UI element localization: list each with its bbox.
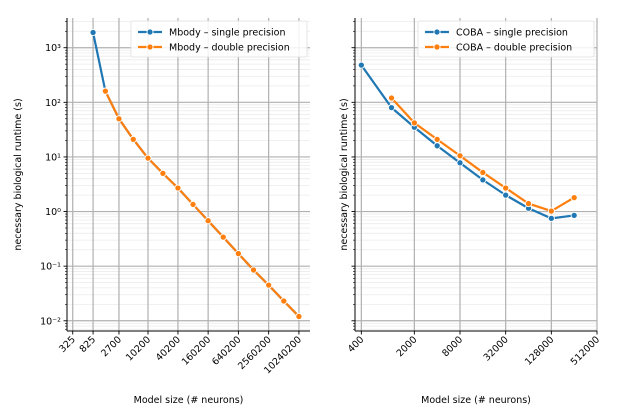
data-point bbox=[249, 266, 258, 274]
data-point bbox=[357, 61, 365, 69]
y-tick-label: 10¹ bbox=[45, 152, 61, 163]
data-point bbox=[387, 94, 396, 102]
data-point bbox=[89, 28, 97, 37]
data-point bbox=[280, 297, 288, 305]
x-tick-label: 512000 bbox=[569, 334, 602, 367]
data-point bbox=[204, 217, 212, 225]
data-point bbox=[479, 176, 487, 184]
data-point bbox=[456, 152, 464, 160]
x-tick-label: 325 bbox=[57, 334, 78, 355]
x-ticks: 325 825 2700 10200 4020016020064020025602001… bbox=[57, 331, 304, 376]
series-line bbox=[91, 32, 300, 318]
y-tick-label: 10⁻² bbox=[40, 316, 61, 327]
legend-entry: Mbody – single precision bbox=[138, 28, 285, 39]
chart-coba: 400 2000 8000 32000 128000 512000 Model size (… bbox=[339, 18, 602, 406]
y-tick-label: 10² bbox=[45, 98, 61, 109]
y-tick-label: 10³ bbox=[45, 43, 61, 54]
data-point bbox=[433, 135, 441, 143]
data-point bbox=[410, 119, 418, 127]
legend-marker bbox=[433, 43, 441, 51]
x-axis-label: Model size (# neurons) bbox=[421, 395, 531, 406]
data-point bbox=[234, 250, 242, 258]
series-line bbox=[360, 64, 575, 220]
x-tick-label: 2000 bbox=[395, 334, 420, 359]
y-ticks bbox=[351, 21, 355, 330]
legend: COBA – single precision COBA – double pre… bbox=[417, 20, 595, 58]
data-point bbox=[479, 168, 487, 177]
data-point bbox=[101, 87, 109, 95]
y-tick-label: 10⁰ bbox=[45, 207, 61, 218]
legend-box bbox=[130, 20, 308, 58]
x-tick-label: 40200 bbox=[154, 334, 183, 363]
data-point bbox=[115, 115, 123, 123]
data-point bbox=[387, 104, 396, 112]
series-single bbox=[89, 28, 303, 321]
series-line bbox=[390, 97, 575, 213]
data-point bbox=[189, 200, 197, 208]
legend-entry: COBA – double precision bbox=[425, 43, 572, 54]
data-point bbox=[502, 184, 510, 192]
legend-label: Mbody – single precision bbox=[169, 28, 285, 39]
x-tick-label: 10200 bbox=[124, 334, 153, 363]
data-point bbox=[144, 154, 152, 162]
y-ticks: 10⁻² 10⁻¹ 10⁰ 10¹ 10² 10³ bbox=[40, 21, 67, 330]
series-double bbox=[387, 94, 578, 215]
series-double bbox=[101, 87, 303, 321]
data-point bbox=[456, 159, 464, 167]
y-axis-label: necessary biological runtime (s) bbox=[339, 98, 350, 250]
data-point bbox=[219, 233, 227, 241]
minor-gridlines bbox=[67, 21, 310, 330]
data-point bbox=[524, 200, 533, 208]
x-tick-label: 825 bbox=[78, 334, 99, 355]
data-point bbox=[570, 211, 578, 219]
data-point bbox=[129, 135, 137, 143]
x-tick-label: 400 bbox=[346, 334, 367, 355]
major-gridlines bbox=[67, 18, 310, 331]
legend: Mbody – single precision Mbody – double p… bbox=[130, 20, 308, 58]
chart-mbody: 10⁻² 10⁻¹ 10⁰ 10¹ 10² 10³ 325 825 2700 10200 40200… bbox=[13, 18, 310, 406]
x-ticks: 400 2000 8000 32000 128000 512000 bbox=[346, 331, 602, 368]
legend-marker bbox=[146, 43, 154, 51]
y-axis-label: necessary biological runtime (s) bbox=[13, 98, 24, 250]
data-point bbox=[547, 214, 555, 222]
data-point bbox=[433, 142, 441, 150]
x-axis-label: Model size (# neurons) bbox=[134, 395, 244, 406]
data-point bbox=[159, 169, 167, 177]
y-tick-label: 10⁻¹ bbox=[40, 262, 61, 273]
minor-gridlines bbox=[355, 21, 597, 330]
legend-label: COBA – double precision bbox=[456, 43, 572, 54]
legend-label: Mbody – double precision bbox=[169, 43, 290, 54]
legend-marker bbox=[146, 28, 154, 36]
x-tick-label: 8000 bbox=[440, 334, 465, 359]
data-point bbox=[547, 207, 555, 215]
x-tick-label: 32000 bbox=[482, 334, 511, 363]
data-point bbox=[174, 184, 182, 192]
x-tick-label: 128000 bbox=[523, 334, 556, 367]
data-point bbox=[265, 281, 273, 289]
data-point bbox=[502, 191, 510, 199]
data-point bbox=[570, 194, 578, 202]
legend-label: COBA – single precision bbox=[456, 28, 568, 39]
x-tick-label: 160200 bbox=[180, 334, 213, 367]
series-line bbox=[104, 90, 300, 318]
data-point bbox=[295, 312, 303, 321]
series-single bbox=[357, 61, 578, 222]
x-tick-label: 2700 bbox=[99, 334, 124, 359]
legend-box bbox=[417, 20, 595, 58]
legend-marker bbox=[433, 28, 441, 36]
legend-entry: COBA – single precision bbox=[425, 28, 568, 39]
legend-entry: Mbody – double precision bbox=[138, 43, 290, 54]
major-gridlines bbox=[355, 18, 598, 331]
